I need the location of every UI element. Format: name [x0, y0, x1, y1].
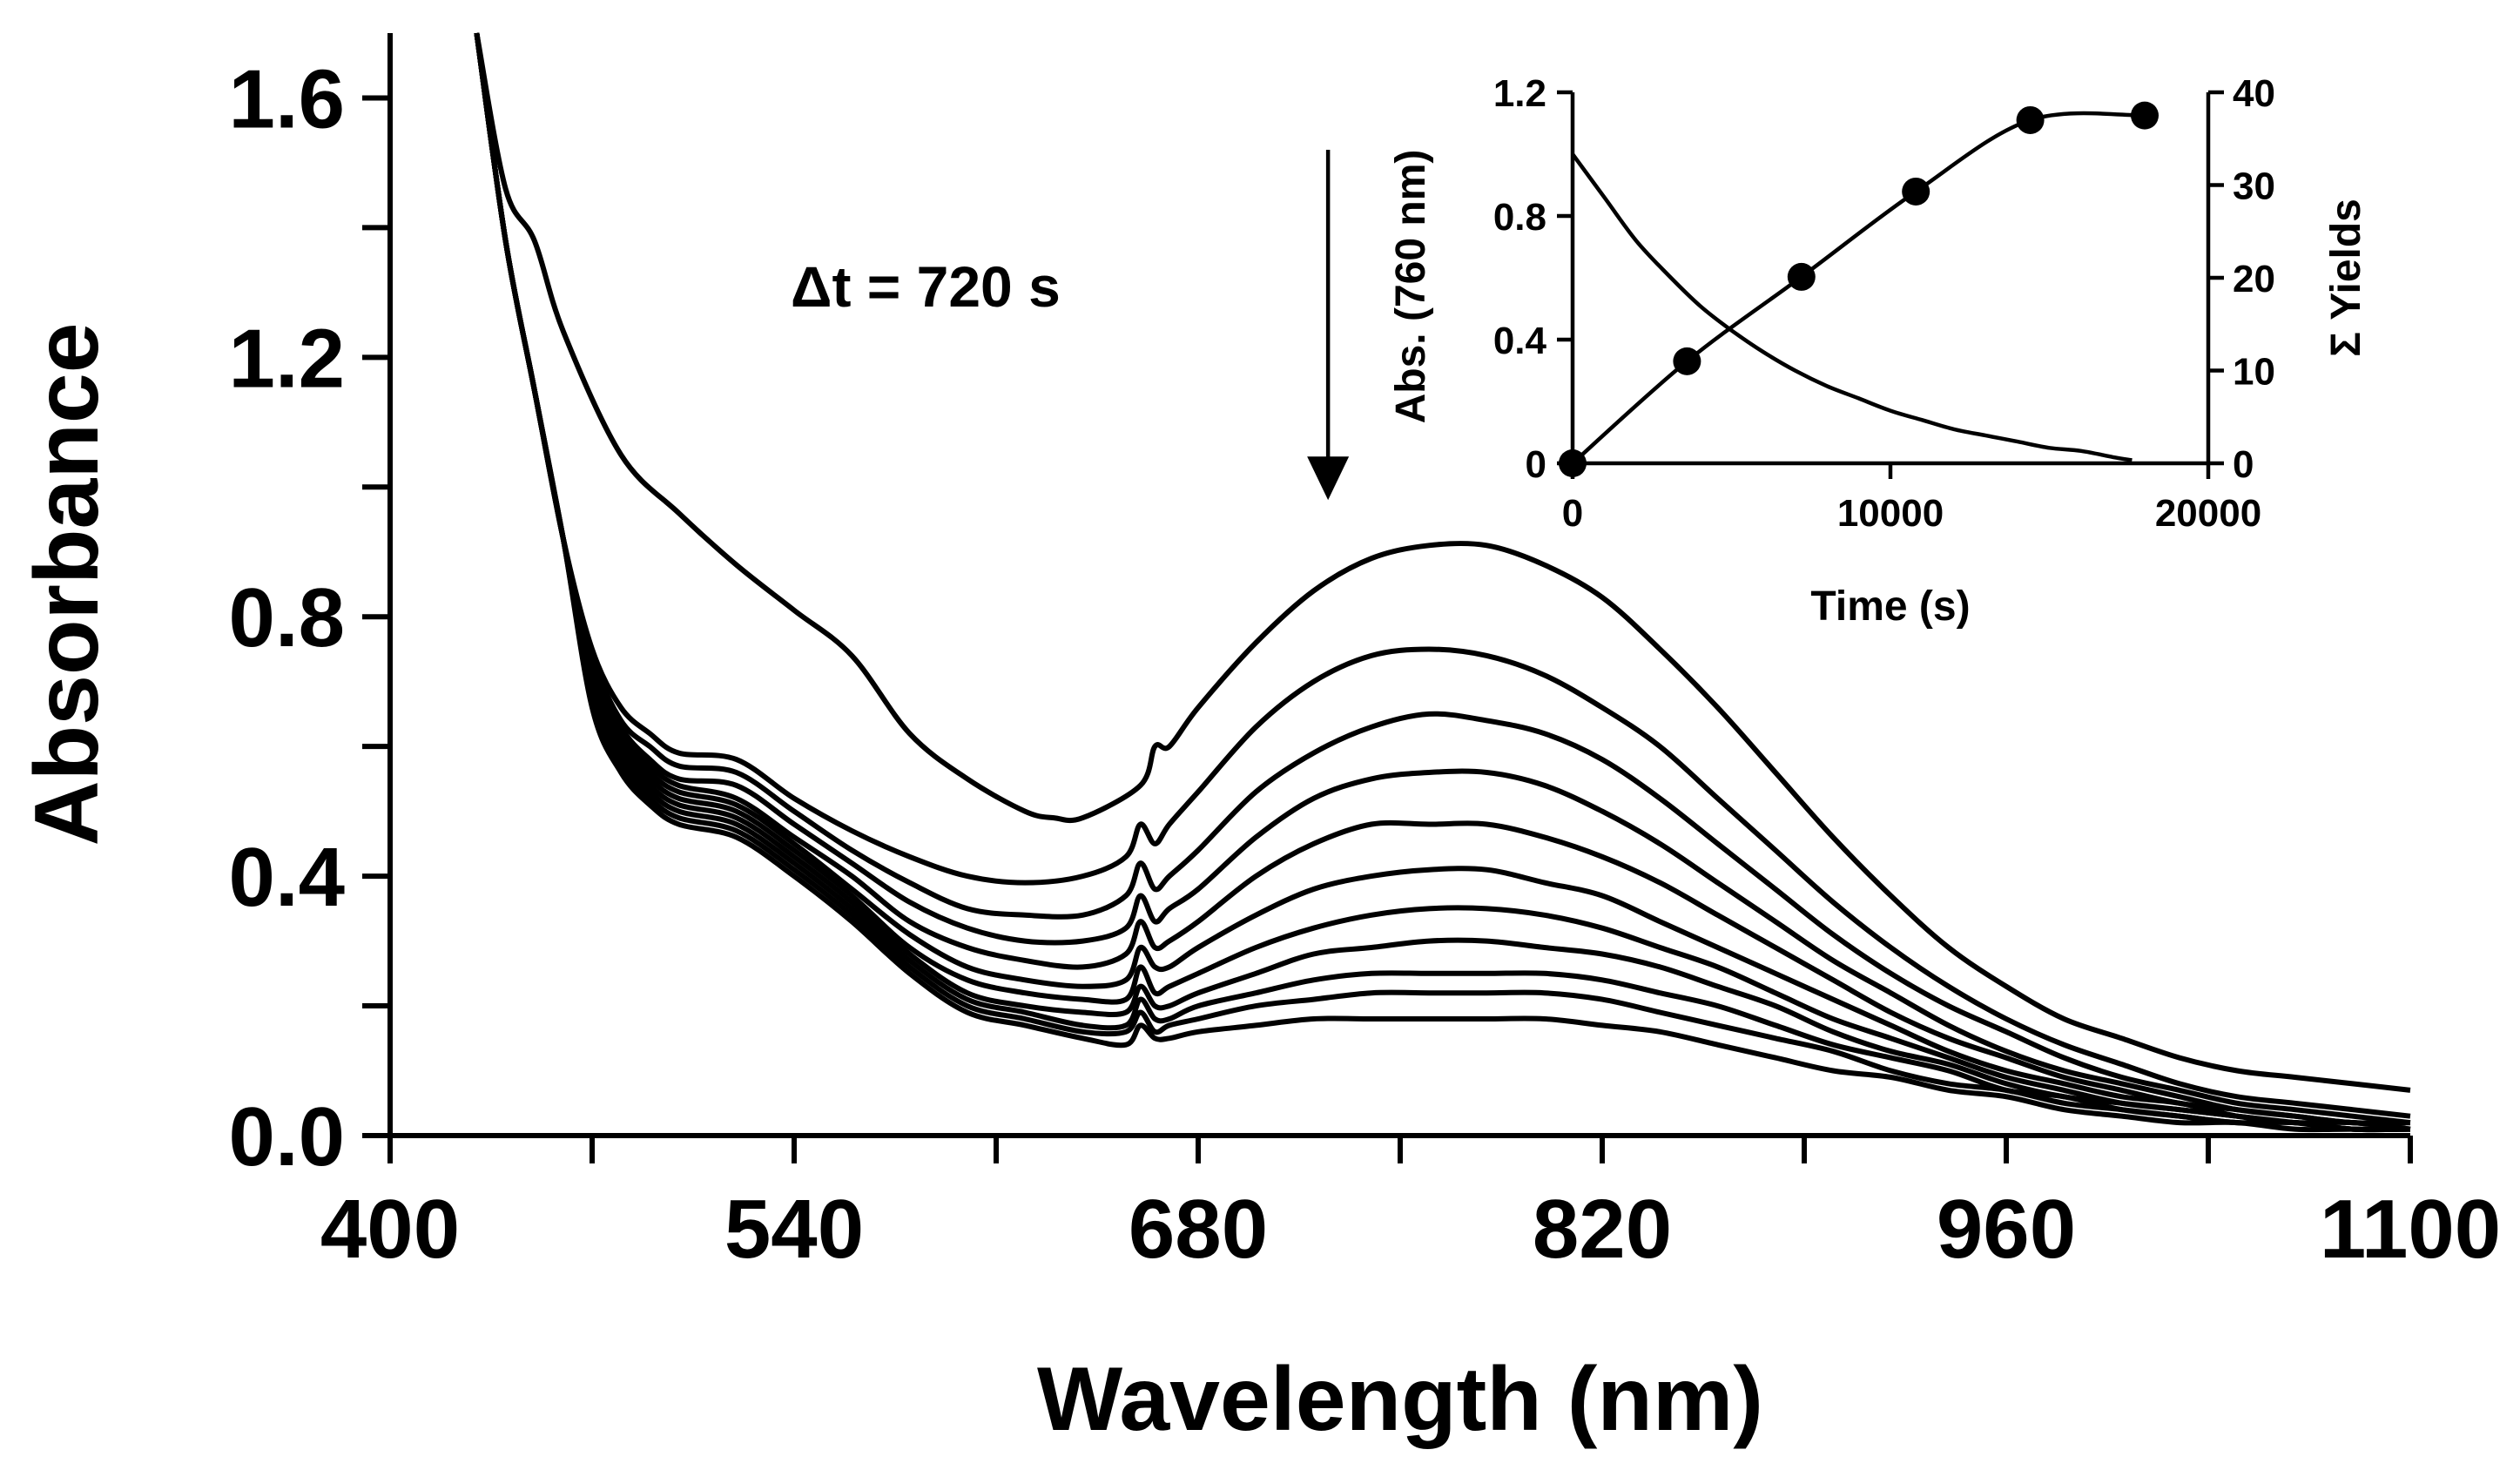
arrow-head	[1307, 456, 1350, 501]
inset-right-tick-label: 30	[2233, 165, 2275, 208]
spectrum-line-t5	[474, 32, 2411, 1132]
inset-left-tick-label: 1.2	[1493, 72, 1546, 115]
spectrum-line-t9	[474, 32, 2411, 1133]
main-y-tick-label: 0.8	[229, 571, 345, 664]
inset-yield-point	[2131, 101, 2159, 130]
decrease-arrow-icon	[1307, 150, 1350, 501]
inset-x-tick-label: 20000	[2155, 492, 2261, 535]
inset-yield-line	[1571, 111, 2146, 465]
inset-right-tick-label: 10	[2233, 351, 2275, 394]
inset-x-axis-label: Time (s)	[1810, 583, 1970, 630]
main-x-ticks: 400 540 680 820 960 1100	[320, 1136, 2501, 1276]
main-y-axis-label: Absorbance	[17, 322, 118, 846]
inset-yield-point	[1902, 177, 1930, 206]
inset-x-tick-label: 0	[1562, 492, 1583, 535]
inset-chart: 0 0.4 0.8 1.2 0 10 20 30 40 0 10000 20000 Time (s…	[1388, 72, 2369, 630]
main-x-tick-label: 680	[1129, 1183, 1268, 1276]
inset-yield-point	[1673, 347, 1701, 375]
main-x-tick-label: 400	[320, 1183, 460, 1276]
main-x-tick-label: 540	[724, 1183, 864, 1276]
inset-x-tick-label: 10000	[1837, 492, 1944, 535]
inset-left-axis-label: Abs. (760 nm)	[1388, 150, 1434, 424]
spectrum-line-t4	[474, 32, 2411, 1126]
spectrum-line-t10	[474, 32, 2410, 1133]
inset-right-ticks: 0 10 20 30 40	[2208, 72, 2275, 486]
inset-left-tick-label: 0.8	[1493, 196, 1546, 239]
inset-right-tick-label: 0	[2233, 443, 2254, 486]
spectrum-line-t6	[474, 32, 2411, 1132]
main-x-tick-label: 1100	[2320, 1183, 2501, 1276]
inset-left-tick-label: 0.4	[1493, 320, 1547, 362]
time-interval-annotation: Δt = 720 s	[791, 254, 1061, 319]
inset-left-tick-label: 0	[1526, 443, 1546, 486]
inset-right-tick-label: 20	[2233, 258, 2275, 300]
main-x-tick-label: 820	[1533, 1183, 1672, 1276]
main-y-tick-label: 0.0	[229, 1090, 345, 1183]
spectrum-line-t0	[474, 32, 2411, 1093]
spectrum-line-t1	[474, 32, 2411, 1119]
inset-yield-point	[1787, 262, 1816, 291]
spectrum-line-t8	[474, 32, 2411, 1133]
inset-right-tick-label: 40	[2233, 72, 2275, 115]
main-y-tick-label: 1.6	[229, 52, 345, 145]
spectrum-line-t2	[474, 32, 2411, 1126]
main-axes: 0.00.40.81.21.6 400 540 680 820 960 1100	[229, 33, 2501, 1276]
inset-x-ticks: 0 10000 20000	[1562, 463, 2261, 535]
main-y-tick-label: 0.4	[229, 831, 345, 924]
main-spectra-series	[474, 32, 2411, 1133]
inset-right-axis-label: Σ Yields	[2323, 199, 2369, 357]
inset-yield-point	[1559, 449, 1587, 477]
inset-absorbance-decay-line	[1571, 152, 2133, 462]
main-x-tick-label: 960	[1937, 1183, 2076, 1276]
inset-series	[1559, 101, 2159, 477]
main-y-ticks: 0.0 0.4 0.8 1.2 1.6	[229, 52, 390, 1183]
inset-left-ticks: 0 0.4 0.8 1.2	[1493, 72, 1573, 486]
spectrum-line-t3	[474, 32, 2411, 1126]
main-y-tick-label: 1.2	[229, 312, 345, 405]
main-x-axis-label: Wavelength (nm)	[1037, 1349, 1763, 1450]
spectrum-line-t7	[474, 32, 2411, 1133]
inset-yield-point	[2016, 105, 2045, 134]
